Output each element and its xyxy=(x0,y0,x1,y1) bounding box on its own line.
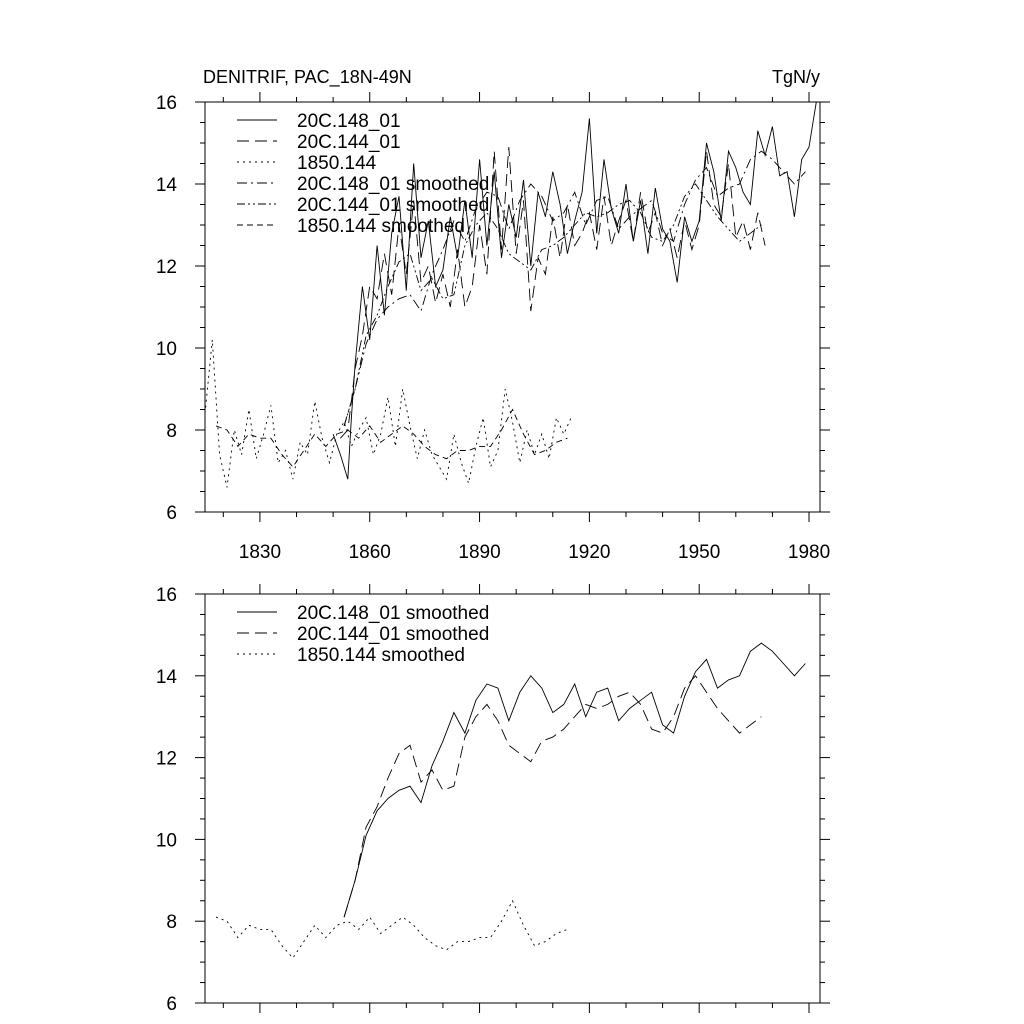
bottom-series-20c-144-01-smoothed xyxy=(343,675,762,918)
top-legend-label: 1850.144 xyxy=(297,153,377,174)
top-chart-units: TgN/y xyxy=(772,67,820,87)
bottom-ytick-label: 12 xyxy=(156,749,177,770)
top-ytick-label: 12 xyxy=(156,257,177,278)
top-legend-label: 20C.148_01 smoothed xyxy=(297,174,489,195)
top-series-1850-144 xyxy=(204,339,572,488)
bottom-legend-label: 1850.144 smoothed xyxy=(297,645,465,666)
bottom-series-1850-144-smoothed xyxy=(215,899,568,959)
bottom-legend-label: 20C.144_01 smoothed xyxy=(297,624,489,645)
top-xtick-label: 1830 xyxy=(239,542,281,563)
top-series-1850-144-smoothed xyxy=(215,408,568,468)
bottom-ytick-label: 16 xyxy=(156,585,177,606)
top-ytick-label: 10 xyxy=(156,339,177,360)
bottom-series-20c-148-01-smoothed xyxy=(343,642,806,918)
top-legend-label: 20C.144_01 xyxy=(297,132,401,153)
top-ytick-label: 14 xyxy=(156,175,178,196)
top-xtick-label: 1860 xyxy=(349,542,391,563)
top-legend-label: 20C.148_01 xyxy=(297,111,401,132)
bottom-ytick-label: 8 xyxy=(166,912,177,933)
top-xtick-label: 1950 xyxy=(678,542,720,563)
top-series-20c-144-01 xyxy=(340,147,766,439)
bottom-ytick-label: 10 xyxy=(156,830,177,851)
top-legend-label: 1850.144 smoothed xyxy=(297,216,465,237)
top-series-20c-144-01-smoothed xyxy=(343,183,762,427)
top-series-20c-148-01 xyxy=(332,101,817,480)
top-legend-label: 20C.144_01 smoothed xyxy=(297,195,489,216)
top-series-20c-148-01-smoothed xyxy=(343,150,806,427)
bottom-legend-label: 20C.148_01 smoothed xyxy=(297,603,489,624)
top-ytick-label: 16 xyxy=(156,93,177,114)
top-ytick-label: 8 xyxy=(166,421,177,442)
top-xtick-label: 1890 xyxy=(458,542,500,563)
bottom-ytick-label: 6 xyxy=(166,994,177,1015)
bottom-ytick-label: 14 xyxy=(156,667,178,688)
top-ytick-label: 6 xyxy=(166,503,177,524)
top-chart-title: DENITRIF, PAC_18N-49N xyxy=(203,67,412,88)
top-xtick-label: 1980 xyxy=(788,542,830,563)
top-xtick-label: 1920 xyxy=(568,542,610,563)
